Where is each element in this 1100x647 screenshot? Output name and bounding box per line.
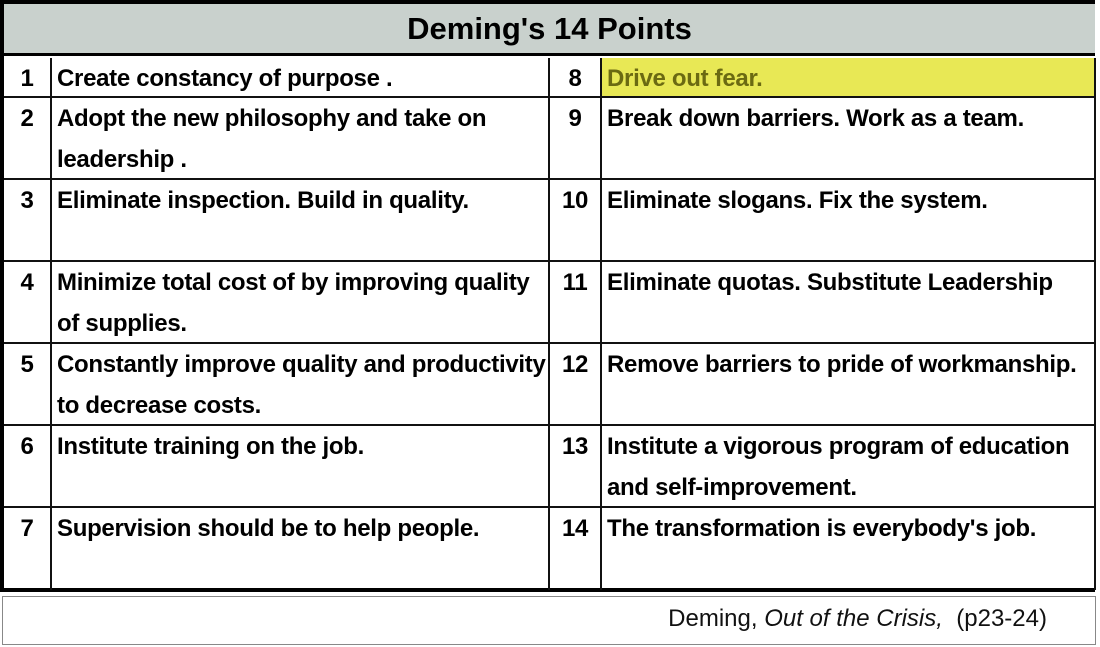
point-text: Adopt the new philosophy and take on lea… bbox=[52, 98, 550, 180]
point-text: Institute training on the job. bbox=[52, 426, 550, 508]
point-number: 1 bbox=[4, 58, 52, 98]
table-frame bbox=[0, 0, 1095, 592]
citation-work: Out of the Crisis, bbox=[764, 605, 943, 632]
point-number: 9 bbox=[550, 98, 602, 180]
point-number: 13 bbox=[550, 426, 602, 508]
point-text: Eliminate inspection. Build in quality. bbox=[52, 180, 550, 262]
point-number: 14 bbox=[550, 508, 602, 590]
point-text: Break down barriers. Work as a team. bbox=[602, 98, 1096, 180]
citation: Deming, Out of the Crisis, (p23-24) bbox=[668, 605, 1047, 633]
points-table: 1 Create constancy of purpose . 8 Drive out… bbox=[4, 58, 1096, 590]
point-text: Constantly improve quality and productiv… bbox=[52, 344, 550, 426]
point-number: 7 bbox=[4, 508, 52, 590]
citation-box: Deming, Out of the Crisis, (p23-24) bbox=[2, 596, 1096, 645]
point-number: 11 bbox=[550, 262, 602, 344]
point-number: 2 bbox=[4, 98, 52, 180]
point-number: 5 bbox=[4, 344, 52, 426]
point-number: 6 bbox=[4, 426, 52, 508]
point-text: Institute a vigorous program of educatio… bbox=[602, 426, 1096, 508]
citation-pages: (p23-24) bbox=[942, 605, 1047, 632]
point-text: Eliminate quotas. Substitute Leadership bbox=[602, 262, 1096, 344]
point-number: 12 bbox=[550, 344, 602, 426]
point-number: 4 bbox=[4, 262, 52, 344]
point-text: Eliminate slogans. Fix the system. bbox=[602, 180, 1096, 262]
citation-author: Deming, bbox=[668, 605, 765, 632]
point-text: The transformation is everybody's job. bbox=[602, 508, 1096, 590]
point-text: Minimize total cost of by improving qual… bbox=[52, 262, 550, 344]
point-number: 10 bbox=[550, 180, 602, 262]
point-text: Create constancy of purpose . bbox=[52, 58, 550, 98]
point-number: 3 bbox=[4, 180, 52, 262]
point-text: Drive out fear. bbox=[602, 58, 1096, 98]
point-text: Supervision should be to help people. bbox=[52, 508, 550, 590]
point-text: Remove barriers to pride of workmanship. bbox=[602, 344, 1096, 426]
point-number: 8 bbox=[550, 58, 602, 98]
page-title: Deming's 14 Points bbox=[4, 4, 1095, 56]
